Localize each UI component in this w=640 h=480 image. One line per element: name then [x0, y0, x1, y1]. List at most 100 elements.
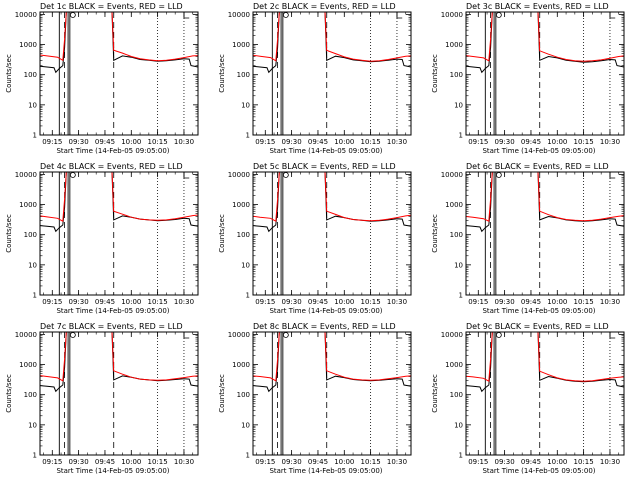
- top-step-mark: [609, 332, 616, 339]
- x-tick-label: 09:15: [255, 138, 275, 146]
- y-tick-label: 10000: [441, 331, 463, 339]
- y-axis-label: Counts/sec: [218, 54, 226, 93]
- marker-lines: [484, 332, 611, 455]
- top-step-mark: [183, 332, 190, 339]
- detector-chart-5: Det 5c BLACK = Events, RED = LLD 1 10 100 10…: [218, 162, 412, 315]
- y-tick-label: 100: [24, 71, 37, 79]
- x-tick-label: 10:30: [174, 458, 194, 466]
- lld-series-line: [253, 12, 411, 62]
- spike-marker-circle: [69, 332, 76, 338]
- marker-lines: [271, 332, 398, 455]
- y-tick-label: 10000: [15, 171, 37, 179]
- y-axis-label: Counts/sec: [218, 374, 226, 413]
- y-tick-label: 100: [237, 391, 250, 399]
- x-tick-label: 09:45: [308, 458, 328, 466]
- marker-lines: [58, 332, 185, 455]
- x-tick-label: 10:00: [547, 138, 567, 146]
- y-tick-label: 1000: [232, 201, 250, 209]
- x-tick-label: 09:30: [495, 298, 515, 306]
- top-step-mark: [609, 172, 616, 179]
- x-tick-label: 10:30: [600, 458, 620, 466]
- events-series-line: [40, 12, 198, 74]
- x-tick-label: 10:00: [334, 458, 354, 466]
- y-tick-label: 1: [33, 132, 37, 140]
- events-series-line: [253, 332, 411, 393]
- detector-chart-6: Det 6c BLACK = Events, RED = LLD 1 10 100 10…: [431, 162, 625, 315]
- x-tick-label: 09:45: [308, 138, 328, 146]
- lld-series-line: [466, 332, 624, 383]
- x-tick-label: 09:15: [42, 458, 62, 466]
- x-tick-label: 09:45: [521, 138, 541, 146]
- top-step-mark: [396, 332, 403, 339]
- series-group: [253, 332, 411, 393]
- chart-title: Det 9c BLACK = Events, RED = LLD: [466, 322, 609, 331]
- detector-chart-1: Det 1c BLACK = Events, RED = LLD 1 10 100 10…: [5, 2, 199, 155]
- x-axis-label: Start Time (14-Feb-05 09:05:00): [482, 147, 595, 155]
- x-tick-label: 10:15: [574, 298, 594, 306]
- y-axis-label: Counts/sec: [5, 374, 13, 413]
- y-tick-label: 10000: [15, 331, 37, 339]
- x-tick-label: 09:30: [495, 458, 515, 466]
- x-tick-label: 10:00: [547, 298, 567, 306]
- x-axis-label: Start Time (14-Feb-05 09:05:00): [56, 307, 169, 315]
- y-tick-label: 1: [459, 132, 463, 140]
- x-axis-label: Start Time (14-Feb-05 09:05:00): [482, 467, 595, 475]
- events-series-line: [466, 332, 624, 393]
- x-tick-label: 09:45: [521, 458, 541, 466]
- y-tick-label: 1000: [232, 41, 250, 49]
- marker-lines: [58, 12, 185, 135]
- y-tick-label: 10: [454, 261, 463, 269]
- lld-series-line: [253, 332, 411, 382]
- x-tick-label: 10:15: [361, 138, 381, 146]
- x-tick-label: 09:30: [69, 298, 89, 306]
- plot-frame: [39, 11, 199, 136]
- chart-title: Det 4c BLACK = Events, RED = LLD: [40, 162, 183, 171]
- x-tick-label: 09:30: [69, 458, 89, 466]
- spike-marker-circle: [495, 172, 502, 178]
- y-tick-label: 100: [450, 231, 463, 239]
- lld-series-line: [40, 332, 198, 382]
- events-series-line: [40, 332, 198, 393]
- x-axis-label: Start Time (14-Feb-05 09:05:00): [269, 147, 382, 155]
- x-tick-label: 10:30: [174, 138, 194, 146]
- detector-chart-3: Det 3c BLACK = Events, RED = LLD 1 10 100 10…: [431, 2, 625, 155]
- x-tick-label: 10:15: [361, 298, 381, 306]
- x-tick-label: 10:30: [600, 138, 620, 146]
- x-tick-label: 10:30: [387, 458, 407, 466]
- lld-series-line: [466, 12, 624, 62]
- plot-frame: [465, 11, 625, 136]
- top-step-mark: [609, 12, 616, 19]
- plot-frame: [39, 171, 199, 296]
- x-tick-label: 09:45: [521, 298, 541, 306]
- y-tick-label: 1: [246, 292, 250, 300]
- x-tick-label: 09:45: [95, 298, 115, 306]
- y-tick-label: 10000: [441, 11, 463, 19]
- y-axis-label: Counts/sec: [218, 214, 226, 253]
- lld-series-line: [466, 172, 624, 222]
- y-tick-label: 10: [454, 421, 463, 429]
- plot-frame: [39, 331, 199, 456]
- y-tick-label: 1: [459, 452, 463, 460]
- lld-series-line: [253, 172, 411, 223]
- detector-chart-4: Det 4c BLACK = Events, RED = LLD 1 10 100 10…: [5, 162, 199, 315]
- x-tick-label: 10:15: [148, 138, 168, 146]
- spike-marker-circle: [282, 172, 289, 178]
- y-tick-label: 10000: [441, 171, 463, 179]
- y-tick-label: 1: [33, 452, 37, 460]
- x-tick-label: 09:30: [282, 138, 302, 146]
- y-tick-label: 10: [241, 261, 250, 269]
- series-group: [40, 172, 198, 233]
- top-step-mark: [396, 12, 403, 19]
- plot-frame: [465, 331, 625, 456]
- x-tick-label: 09:15: [255, 298, 275, 306]
- spike-marker-circle: [282, 12, 289, 18]
- x-tick-label: 10:00: [121, 298, 141, 306]
- y-tick-label: 10000: [15, 11, 37, 19]
- y-tick-label: 10: [28, 261, 37, 269]
- y-tick-label: 100: [450, 391, 463, 399]
- x-tick-label: 10:15: [361, 458, 381, 466]
- detector-chart-8: Det 8c BLACK = Events, RED = LLD 1 10 100 10…: [218, 322, 412, 475]
- top-step-mark: [183, 12, 190, 19]
- y-axis-label: Counts/sec: [5, 214, 13, 253]
